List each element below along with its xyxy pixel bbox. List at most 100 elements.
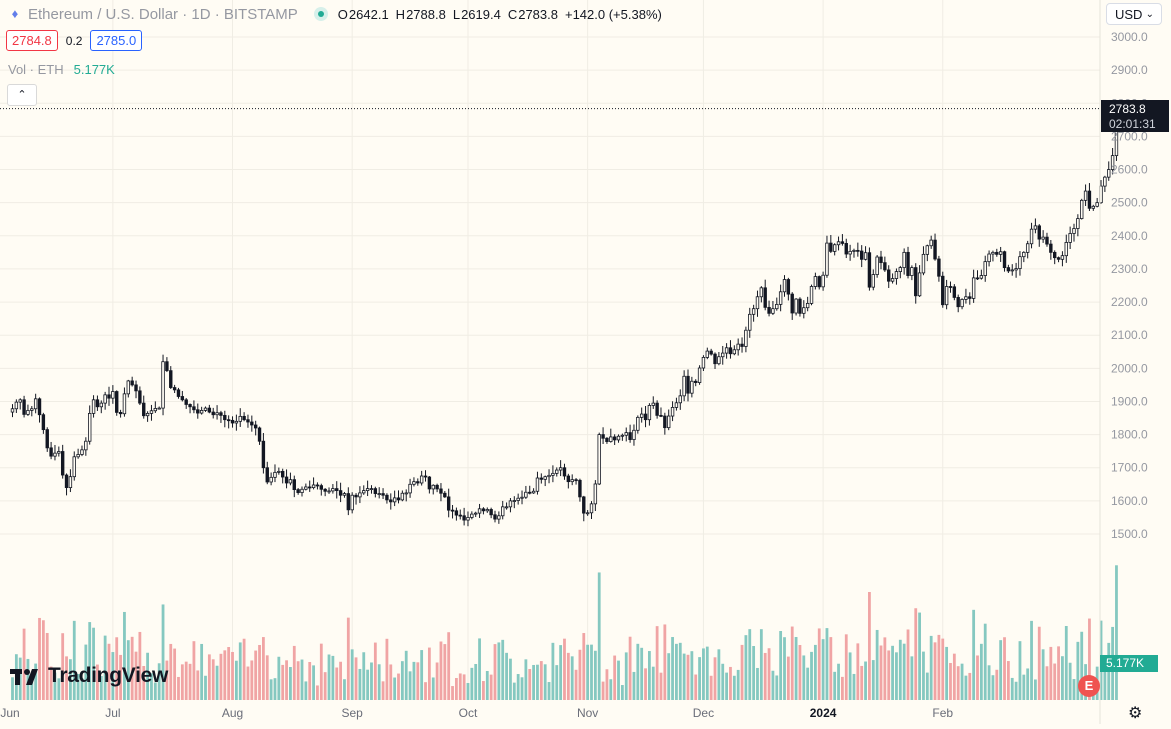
volume-bar — [277, 656, 281, 700]
x-tick-label: Dec — [693, 706, 714, 720]
candle-body — [215, 412, 219, 416]
volume-bar — [740, 644, 744, 700]
candle-body — [917, 272, 922, 297]
y-tick-label: 2200.0 — [1111, 295, 1148, 309]
candle-body — [520, 496, 524, 499]
candle-body — [76, 454, 80, 458]
candle-body — [122, 393, 127, 415]
volume-bar — [821, 639, 825, 700]
volume-bar — [424, 682, 427, 700]
y-tick-label: 2400.0 — [1111, 229, 1148, 243]
volume-bar — [69, 659, 72, 700]
candle-body — [825, 242, 829, 276]
candle-body — [582, 496, 586, 514]
volume-bar — [736, 669, 740, 700]
candle-body — [1029, 228, 1034, 245]
volume-bar — [408, 671, 412, 700]
candle-body — [1103, 176, 1107, 187]
volume-bar — [995, 669, 999, 700]
volume-bar — [659, 672, 663, 700]
candle-body — [983, 261, 987, 276]
volume-bar — [856, 643, 860, 700]
x-tick-label: Sep — [342, 706, 364, 720]
volume-bar — [960, 663, 964, 700]
volume-bar — [667, 653, 671, 700]
candle-body — [871, 274, 875, 288]
volume-bar — [933, 642, 937, 700]
candle-body — [230, 419, 235, 424]
candle-body — [898, 267, 902, 272]
volume-bar — [748, 629, 752, 700]
volume-bar — [157, 663, 161, 700]
price-change: +142.0 (+5.38%) — [564, 6, 662, 22]
volume-bar — [404, 650, 408, 700]
volume-bar — [84, 644, 88, 700]
candle-body — [497, 515, 501, 520]
candle-body — [697, 367, 702, 383]
volume-bar — [61, 633, 65, 700]
volume-bar — [636, 643, 640, 700]
volume-bar — [107, 643, 111, 700]
candle-body — [616, 435, 621, 441]
candle-body — [423, 475, 428, 478]
candle-body — [99, 402, 103, 408]
volume-bar — [910, 656, 914, 700]
y-tick-label: 2700.0 — [1111, 129, 1148, 143]
x-tick-label: 2024 — [810, 706, 837, 720]
volume-bar — [640, 647, 644, 700]
volume-bar — [1088, 618, 1091, 700]
ohlc-low: L2619.4 — [452, 6, 501, 22]
collapse-legend-button[interactable]: ⌃ — [7, 84, 37, 106]
candle-body — [678, 395, 682, 404]
candle-body — [794, 298, 798, 314]
candle-body — [775, 303, 779, 310]
candle-body — [1095, 202, 1099, 207]
candle-body — [273, 471, 277, 478]
ohlc-high: H2788.8 — [395, 6, 446, 22]
y-tick-label: 2900.0 — [1111, 63, 1148, 77]
candle-body — [941, 275, 945, 306]
volume-bar — [833, 671, 837, 700]
volume-bar — [420, 650, 424, 700]
tradingview-logo[interactable]: TradingView — [10, 664, 168, 688]
candle-body — [848, 250, 852, 255]
economic-events-icon[interactable]: E — [1078, 675, 1100, 697]
symbol-title[interactable]: Ethereum / U.S. Dollar · 1D · BITSTAMP — [28, 5, 298, 23]
volume-bar — [343, 679, 346, 700]
gear-icon[interactable]: ⚙ — [1128, 705, 1143, 722]
candle-body — [778, 291, 783, 305]
candle-body — [968, 296, 972, 299]
candle-body — [450, 509, 455, 512]
volume-bar — [470, 667, 474, 700]
volume-bar — [53, 672, 57, 700]
volume-bar — [763, 652, 767, 700]
candle-body — [740, 343, 744, 347]
volume-bar — [169, 643, 173, 700]
candle-body — [562, 467, 567, 477]
candles — [10, 105, 1119, 527]
volume-bar — [289, 667, 292, 700]
volume-bar — [582, 633, 586, 700]
candle-body — [914, 267, 918, 297]
candle-body — [643, 413, 648, 421]
ask-price[interactable]: 2785.0 — [90, 30, 143, 51]
candle-body — [103, 394, 107, 404]
volume-bar — [902, 643, 906, 700]
volume-bar — [983, 623, 987, 700]
currency-selector[interactable]: USD ⌄ — [1106, 3, 1162, 25]
x-tick-label: Oct — [459, 706, 478, 720]
volume-bar — [1115, 565, 1118, 700]
candle-body — [134, 384, 138, 392]
candle-body — [377, 493, 381, 495]
bid-price[interactable]: 2784.8 — [6, 30, 58, 51]
candle-body — [817, 276, 821, 288]
volume-bar — [991, 675, 995, 700]
volume-bar — [578, 649, 582, 700]
candle-body — [358, 492, 362, 498]
candle-body — [894, 271, 899, 279]
volume-bar — [231, 651, 234, 700]
candle-body — [466, 517, 470, 521]
volume-bar — [323, 672, 327, 700]
